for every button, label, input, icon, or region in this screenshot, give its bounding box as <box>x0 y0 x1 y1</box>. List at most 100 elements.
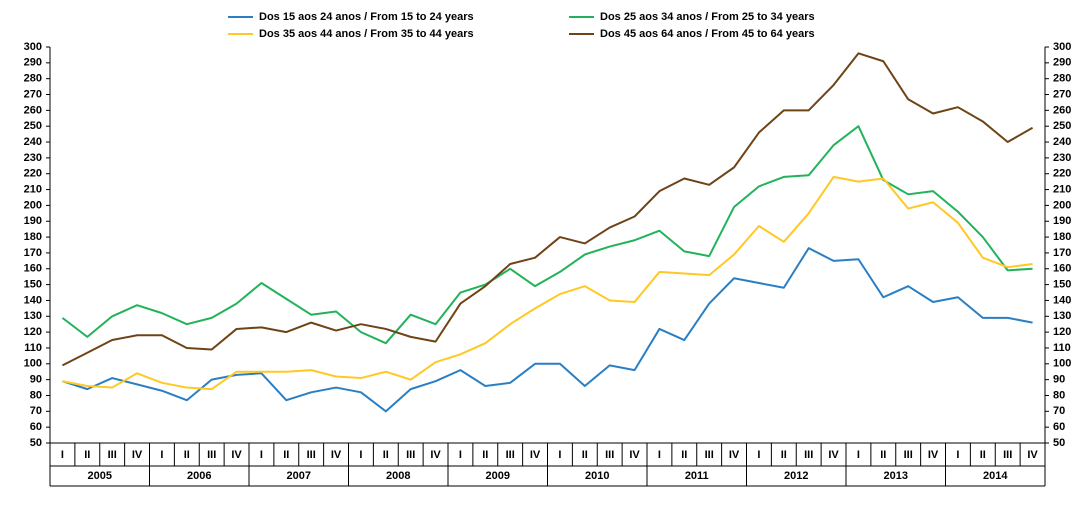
y-tick-label: 90 <box>30 374 42 386</box>
y-tick-label: 240 <box>24 136 42 148</box>
x-group-label: 2014 <box>983 470 1008 482</box>
y-tick-label: 290 <box>24 57 42 69</box>
y-tick-label: 70 <box>30 405 42 417</box>
x-group-label: 2011 <box>685 470 709 482</box>
x-tick-label: I <box>160 449 163 461</box>
x-tick-label: II <box>184 449 190 461</box>
x-tick-label: III <box>506 449 515 461</box>
y-tick-label: 270 <box>24 88 42 100</box>
y-tick-label-right: 50 <box>1053 437 1065 449</box>
legend-label: Dos 25 aos 34 anos / From 25 to 34 years <box>600 11 815 23</box>
x-tick-label: III <box>904 449 913 461</box>
x-tick-label: III <box>705 449 714 461</box>
y-tick-label: 170 <box>24 247 42 259</box>
legend-label: Dos 45 aos 64 anos / From 45 to 64 years <box>600 28 815 40</box>
x-tick-label: I <box>857 449 860 461</box>
y-tick-label-right: 70 <box>1053 405 1065 417</box>
y-tick-label: 110 <box>24 342 42 354</box>
x-tick-label: I <box>558 449 561 461</box>
x-group-label: 2007 <box>287 470 311 482</box>
y-tick-label-right: 210 <box>1053 183 1071 195</box>
y-tick-label: 300 <box>24 41 42 53</box>
y-tick-label-right: 240 <box>1053 136 1071 148</box>
y-tick-label: 200 <box>24 199 42 211</box>
y-tick-label: 190 <box>24 215 42 227</box>
y-tick-label-right: 230 <box>1053 152 1071 164</box>
y-tick-label-right: 90 <box>1053 374 1065 386</box>
y-tick-label-right: 170 <box>1053 247 1071 259</box>
x-tick-label: IV <box>530 449 541 461</box>
x-tick-label: II <box>681 449 687 461</box>
series-line <box>61 52 1034 367</box>
y-tick-label: 130 <box>24 310 42 322</box>
x-tick-label: IV <box>331 449 342 461</box>
y-tick-label-right: 120 <box>1053 326 1071 338</box>
y-tick-label: 180 <box>24 231 42 243</box>
y-tick-label: 100 <box>24 358 42 370</box>
x-tick-label: II <box>880 449 886 461</box>
x-tick-label: IV <box>430 449 441 461</box>
x-tick-label: I <box>459 449 462 461</box>
y-tick-label-right: 280 <box>1053 73 1071 85</box>
x-tick-label: I <box>61 449 64 461</box>
series-line <box>62 247 1033 413</box>
y-tick-label-right: 190 <box>1053 215 1071 227</box>
x-tick-label: III <box>207 449 216 461</box>
x-tick-label: I <box>359 449 362 461</box>
y-tick-label-right: 80 <box>1053 389 1065 401</box>
x-group-label: 2013 <box>884 470 908 482</box>
y-tick-label-right: 150 <box>1053 279 1071 291</box>
y-tick-label: 60 <box>30 421 42 433</box>
x-tick-label: IV <box>828 449 839 461</box>
y-tick-label-right: 100 <box>1053 358 1071 370</box>
y-tick-label-right: 270 <box>1053 88 1071 100</box>
x-tick-label: III <box>108 449 117 461</box>
y-tick-label-right: 60 <box>1053 421 1065 433</box>
y-tick-label-right: 130 <box>1053 310 1071 322</box>
x-group-label: 2010 <box>585 470 609 482</box>
series-line <box>61 125 1033 345</box>
y-tick-label-right: 290 <box>1053 57 1071 69</box>
y-tick-label-right: 180 <box>1053 231 1071 243</box>
x-tick-label: II <box>582 449 588 461</box>
x-tick-label: IV <box>629 449 640 461</box>
x-tick-label: IV <box>132 449 143 461</box>
x-tick-label: III <box>605 449 614 461</box>
y-tick-label: 120 <box>24 326 42 338</box>
y-tick-label-right: 110 <box>1053 342 1071 354</box>
x-tick-label: II <box>980 449 986 461</box>
x-group-label: 2012 <box>784 470 808 482</box>
y-tick-label-right: 200 <box>1053 199 1071 211</box>
y-tick-label: 80 <box>30 389 42 401</box>
x-tick-label: I <box>757 449 760 461</box>
x-tick-label: III <box>804 449 813 461</box>
x-tick-label: I <box>260 449 263 461</box>
y-tick-label: 230 <box>24 152 42 164</box>
x-tick-label: IV <box>1027 449 1038 461</box>
y-tick-label: 220 <box>24 168 42 180</box>
y-tick-label-right: 250 <box>1053 120 1071 132</box>
legend-label: Dos 15 aos 24 anos / From 15 to 24 years <box>259 11 474 23</box>
x-tick-label: IV <box>729 449 740 461</box>
y-tick-label: 160 <box>24 263 42 275</box>
y-tick-label: 260 <box>24 104 42 116</box>
y-tick-label-right: 140 <box>1053 294 1071 306</box>
series-line <box>62 175 1033 391</box>
x-tick-label: I <box>956 449 959 461</box>
x-tick-label: II <box>283 449 289 461</box>
x-tick-label: III <box>1003 449 1012 461</box>
x-group-label: 2008 <box>386 470 410 482</box>
x-group-label: 2006 <box>187 470 211 482</box>
y-tick-label-right: 260 <box>1053 104 1071 116</box>
x-tick-label: III <box>307 449 316 461</box>
legend-label: Dos 35 aos 44 anos / From 35 to 44 years <box>259 28 474 40</box>
y-tick-label: 250 <box>24 120 42 132</box>
y-tick-label: 50 <box>30 437 42 449</box>
y-tick-label: 280 <box>24 73 42 85</box>
y-tick-label: 140 <box>24 294 42 306</box>
x-tick-label: I <box>658 449 661 461</box>
y-tick-label: 210 <box>24 183 42 195</box>
y-tick-label-right: 300 <box>1053 41 1071 53</box>
x-tick-label: II <box>84 449 90 461</box>
